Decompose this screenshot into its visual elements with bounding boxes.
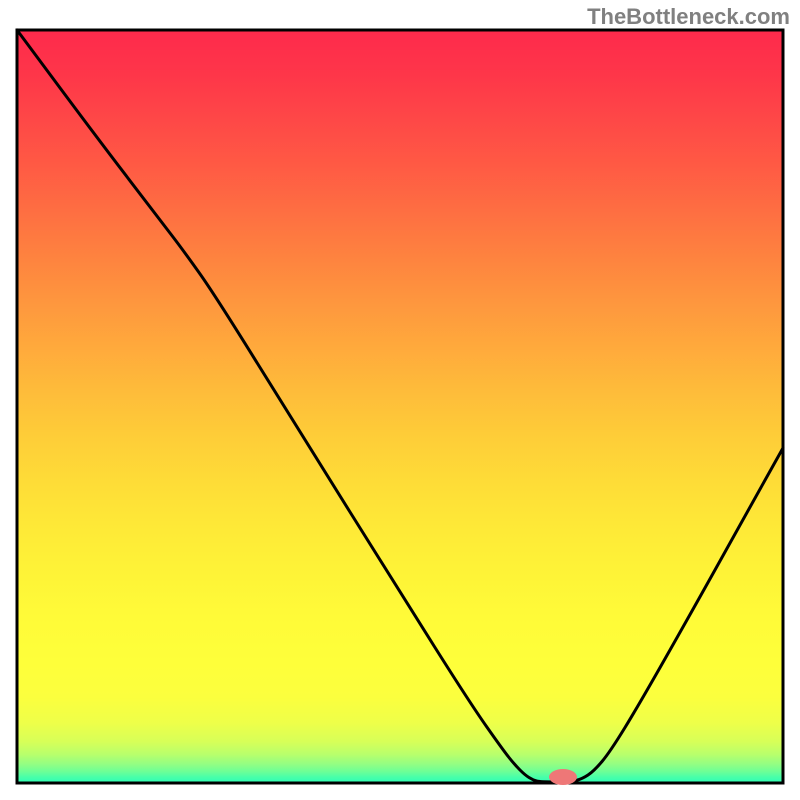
chart-container: TheBottleneck.com bbox=[0, 0, 800, 800]
watermark-text: TheBottleneck.com bbox=[587, 4, 790, 30]
bottleneck-chart bbox=[0, 0, 800, 800]
plot-background bbox=[17, 30, 783, 783]
minimum-marker bbox=[549, 769, 577, 785]
